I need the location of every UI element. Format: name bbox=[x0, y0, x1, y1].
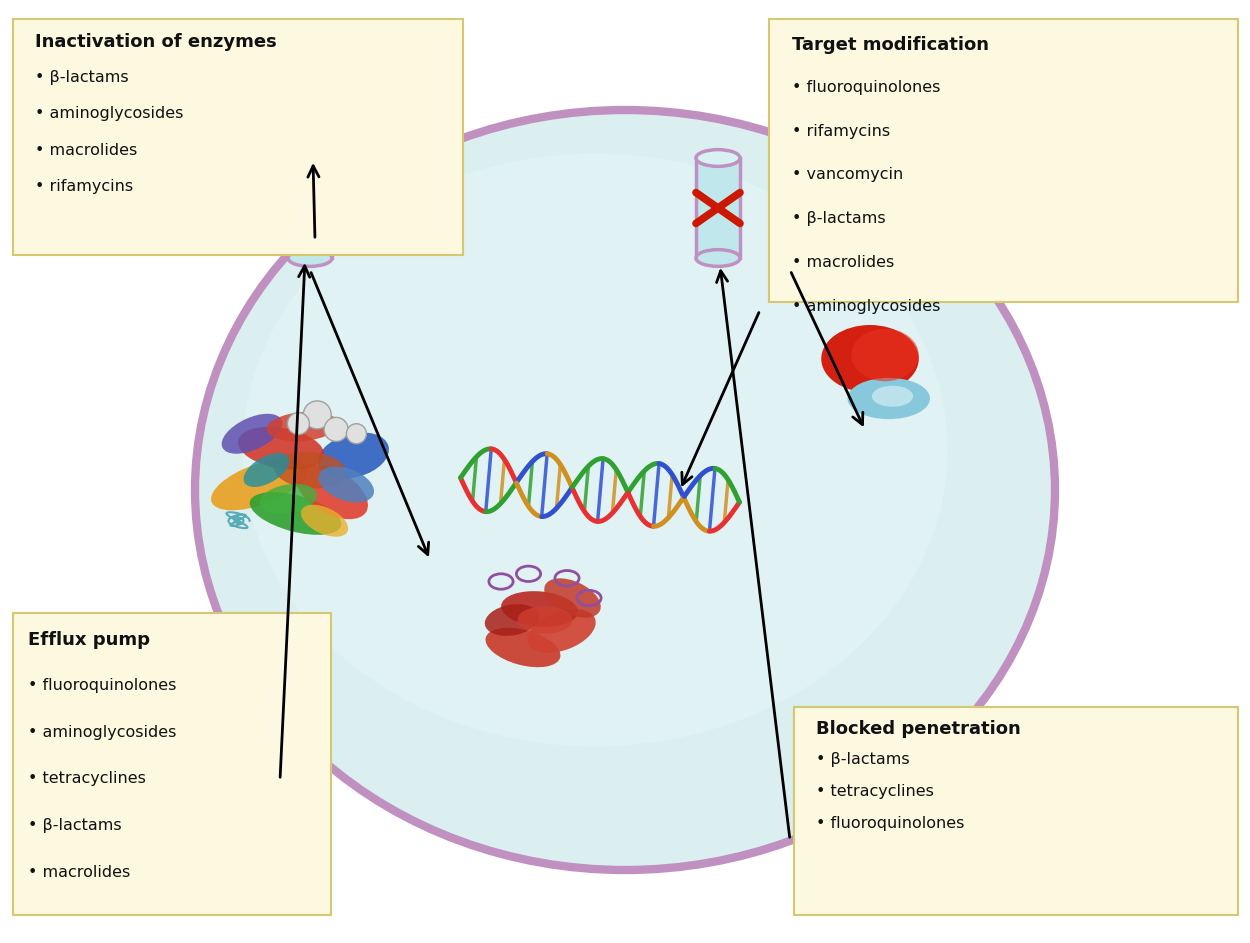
Text: • β-lactams: • β-lactams bbox=[29, 819, 123, 834]
FancyBboxPatch shape bbox=[12, 613, 331, 915]
Ellipse shape bbox=[288, 150, 332, 166]
Text: Efflux pump: Efflux pump bbox=[29, 631, 150, 649]
Text: • fluoroquinolones: • fluoroquinolones bbox=[816, 816, 964, 831]
Polygon shape bbox=[288, 158, 332, 258]
Text: • tetracyclines: • tetracyclines bbox=[29, 771, 146, 786]
FancyBboxPatch shape bbox=[794, 707, 1238, 915]
Text: • β-lactams: • β-lactams bbox=[35, 70, 129, 85]
Ellipse shape bbox=[346, 423, 366, 444]
Text: • β-lactams: • β-lactams bbox=[816, 752, 910, 767]
Text: • aminoglycosides: • aminoglycosides bbox=[29, 724, 176, 739]
Ellipse shape bbox=[301, 505, 349, 537]
Ellipse shape bbox=[324, 418, 348, 441]
Ellipse shape bbox=[848, 378, 930, 419]
Ellipse shape bbox=[242, 154, 948, 747]
Ellipse shape bbox=[250, 492, 341, 535]
Text: • rifamycins: • rifamycins bbox=[792, 124, 890, 139]
Ellipse shape bbox=[195, 110, 1055, 870]
Text: Inactivation of enzymes: Inactivation of enzymes bbox=[35, 33, 276, 51]
Text: • fluoroquinolones: • fluoroquinolones bbox=[792, 79, 940, 94]
Text: • aminoglycosides: • aminoglycosides bbox=[792, 299, 940, 314]
Text: • vancomycin: • vancomycin bbox=[792, 167, 904, 182]
Ellipse shape bbox=[518, 606, 572, 634]
Ellipse shape bbox=[501, 591, 578, 627]
Ellipse shape bbox=[485, 604, 539, 636]
Text: • tetracyclines: • tetracyclines bbox=[816, 784, 934, 799]
Ellipse shape bbox=[696, 150, 740, 166]
Ellipse shape bbox=[851, 329, 919, 381]
Ellipse shape bbox=[221, 414, 282, 454]
Text: • macrolides: • macrolides bbox=[35, 142, 138, 157]
FancyBboxPatch shape bbox=[769, 19, 1238, 302]
Text: • rifamycins: • rifamycins bbox=[35, 179, 134, 194]
Text: • macrolides: • macrolides bbox=[29, 865, 131, 880]
Ellipse shape bbox=[544, 578, 601, 618]
Ellipse shape bbox=[238, 427, 324, 470]
Ellipse shape bbox=[485, 628, 560, 668]
Text: Target modification: Target modification bbox=[792, 36, 989, 54]
Ellipse shape bbox=[318, 433, 389, 478]
Ellipse shape bbox=[821, 325, 919, 392]
Ellipse shape bbox=[260, 484, 318, 514]
Ellipse shape bbox=[319, 467, 374, 503]
Ellipse shape bbox=[872, 386, 912, 406]
Ellipse shape bbox=[288, 250, 332, 266]
Ellipse shape bbox=[211, 458, 308, 510]
Ellipse shape bbox=[266, 412, 339, 441]
Ellipse shape bbox=[288, 413, 310, 435]
Ellipse shape bbox=[244, 453, 290, 487]
FancyBboxPatch shape bbox=[12, 19, 462, 255]
Polygon shape bbox=[696, 158, 740, 258]
Text: • macrolides: • macrolides bbox=[792, 255, 895, 270]
Text: • β-lactams: • β-lactams bbox=[792, 211, 886, 226]
Ellipse shape bbox=[528, 609, 596, 653]
Ellipse shape bbox=[304, 401, 331, 429]
Ellipse shape bbox=[274, 452, 346, 488]
Ellipse shape bbox=[696, 250, 740, 266]
Text: • fluoroquinolones: • fluoroquinolones bbox=[29, 678, 176, 693]
Text: • aminoglycosides: • aminoglycosides bbox=[35, 106, 184, 121]
Text: Blocked penetration: Blocked penetration bbox=[816, 720, 1021, 737]
Ellipse shape bbox=[295, 464, 368, 520]
